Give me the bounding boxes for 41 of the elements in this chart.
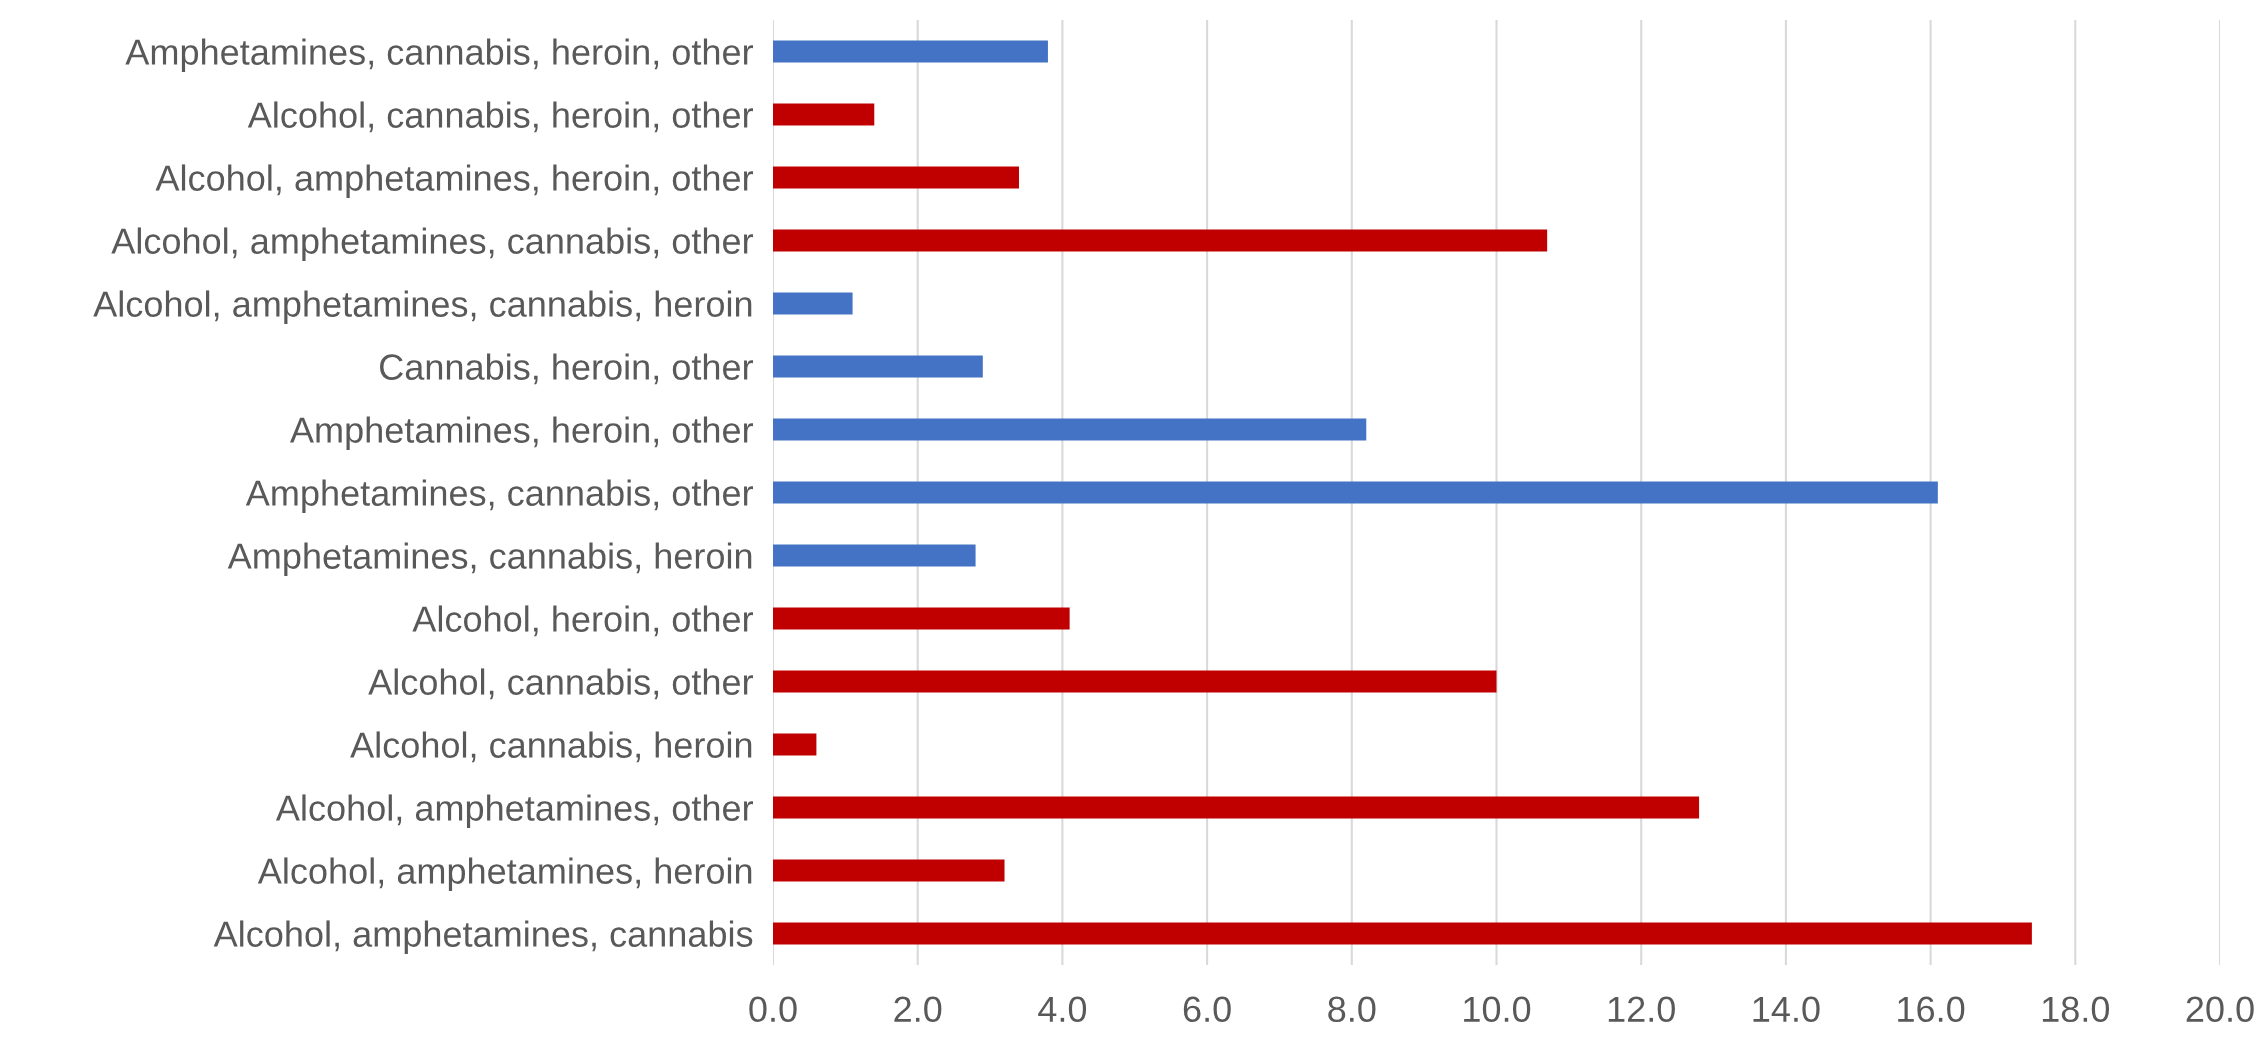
y-tick-label: Alcohol, cannabis, heroin (350, 731, 752, 763)
y-tick-label: Alcohol, cannabis, other (368, 668, 753, 700)
x-tick-label: 10.0 (1464, 996, 1531, 1023)
bar (773, 103, 875, 126)
x-tick-label: 6.0 (1183, 996, 1231, 1023)
x-tick-label: 2.0 (894, 996, 942, 1023)
y-tick-label: Alcohol, heroin, other (412, 605, 753, 637)
y-tick-label: Amphetamines, cannabis, heroin, other (125, 38, 753, 73)
bar (773, 544, 976, 567)
x-tick-label: 20.0 (2186, 996, 2254, 1023)
bar (773, 796, 1700, 819)
x-tick-label: 16.0 (1898, 996, 1965, 1023)
x-tick-label: 14.0 (1753, 996, 1820, 1023)
x-tick-label: 12.0 (1608, 996, 1675, 1023)
x-tick-label: 0.0 (749, 996, 797, 1023)
y-tick-label: Alcohol, amphetamines, cannabis (213, 920, 753, 955)
y-tick-label: Alcohol, amphetamines, heroin (257, 857, 752, 892)
bar (773, 292, 853, 315)
y-tick-label: Amphetamines, heroin, other (289, 416, 753, 451)
bar (773, 859, 1005, 882)
y-tick-label: Alcohol, amphetamines, cannabis, heroin (93, 290, 752, 325)
y-tick-label: Alcohol, amphetamines, other (275, 794, 753, 829)
y-tick-label: Cannabis, heroin, other (380, 353, 753, 385)
y-tick-label: Amphetamines, cannabis, other (245, 479, 753, 514)
x-tick-label: 18.0 (2042, 996, 2110, 1023)
bar (773, 40, 1048, 63)
bar (773, 166, 1019, 189)
bar (773, 418, 1367, 441)
bar (773, 607, 1070, 630)
y-tick-label: Alcohol, amphetamines, cannabis, other (111, 227, 753, 262)
bar (773, 355, 983, 378)
bar (773, 670, 1497, 693)
bar (773, 733, 817, 756)
y-tick-label: Alcohol, amphetamines, heroin, other (155, 164, 753, 199)
x-tick-label: 4.0 (1038, 996, 1087, 1023)
y-tick-label: Amphetamines, cannabis, heroin (227, 542, 752, 577)
bar (773, 481, 1938, 504)
bar (773, 229, 1548, 252)
bar (773, 922, 2032, 945)
y-tick-label: Alcohol, cannabis, heroin, other (247, 101, 753, 133)
x-tick-label: 8.0 (1328, 996, 1376, 1023)
